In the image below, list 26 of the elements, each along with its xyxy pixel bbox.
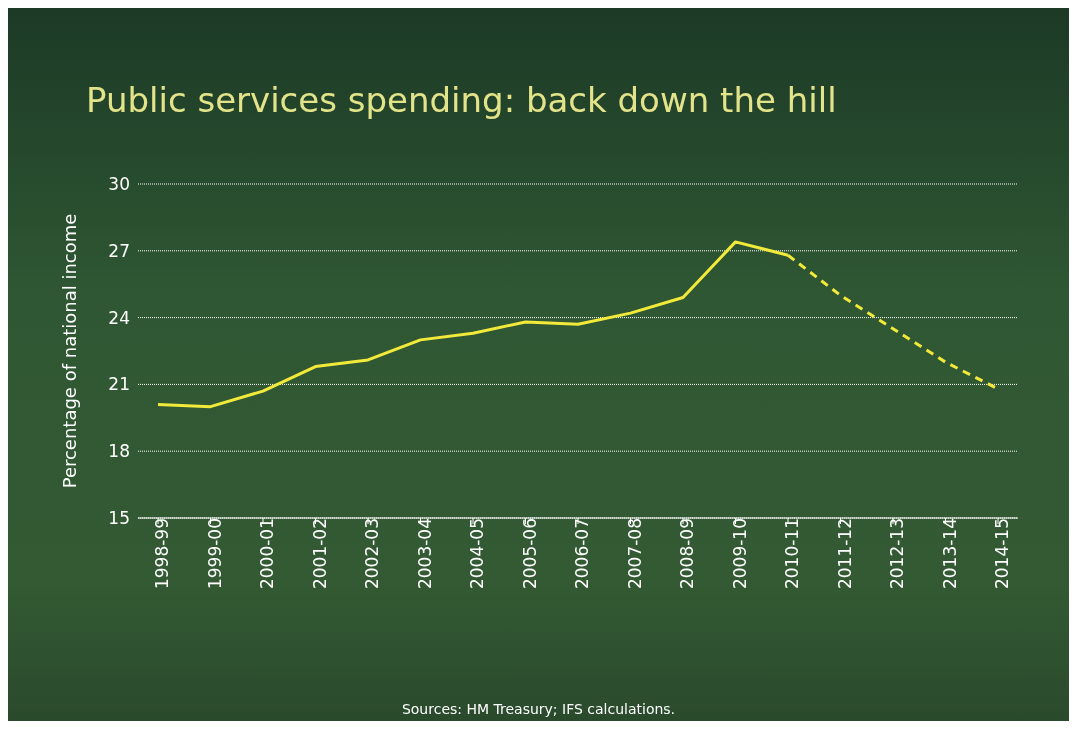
x-tick-label: 2002-03 (362, 518, 383, 590)
x-tick-label: 2011-12 (834, 518, 855, 590)
x-tick-label: 2004-05 (467, 518, 488, 590)
x-tick-label: 2013-14 (939, 518, 960, 590)
y-tick-label: 21 (108, 374, 130, 395)
x-tick-label: 2014-15 (992, 518, 1013, 590)
x-tick-label: 2009-10 (729, 518, 750, 590)
x-tick-label: 2003-04 (414, 518, 435, 590)
y-tick-label: 24 (108, 307, 130, 328)
y-tick-label: 18 (108, 441, 130, 462)
x-tick-label: 2010-11 (782, 518, 803, 590)
x-tick-label: 2012-13 (887, 518, 908, 590)
y-tick-label: 30 (108, 174, 130, 195)
chart-title: Public services spending: back down the hill (86, 80, 837, 120)
x-tick-label: 2008-09 (677, 518, 698, 590)
source-note: Sources: HM Treasury; IFS calculations. (400, 701, 677, 717)
x-tick-label: 1999-00 (204, 518, 225, 590)
x-tick-label: 2000-01 (257, 518, 278, 590)
y-tick-label: 15 (108, 508, 130, 529)
x-tick-label: 2007-08 (624, 518, 645, 590)
x-tick-label: 2001-02 (309, 518, 330, 590)
x-tick-label: 1998-99 (152, 518, 173, 590)
x-tick-label: 2005-06 (519, 518, 540, 590)
y-axis-title: Percentage of national income (59, 213, 81, 489)
y-tick-label: 27 (108, 240, 130, 261)
x-tick-label: 2006-07 (572, 518, 593, 590)
